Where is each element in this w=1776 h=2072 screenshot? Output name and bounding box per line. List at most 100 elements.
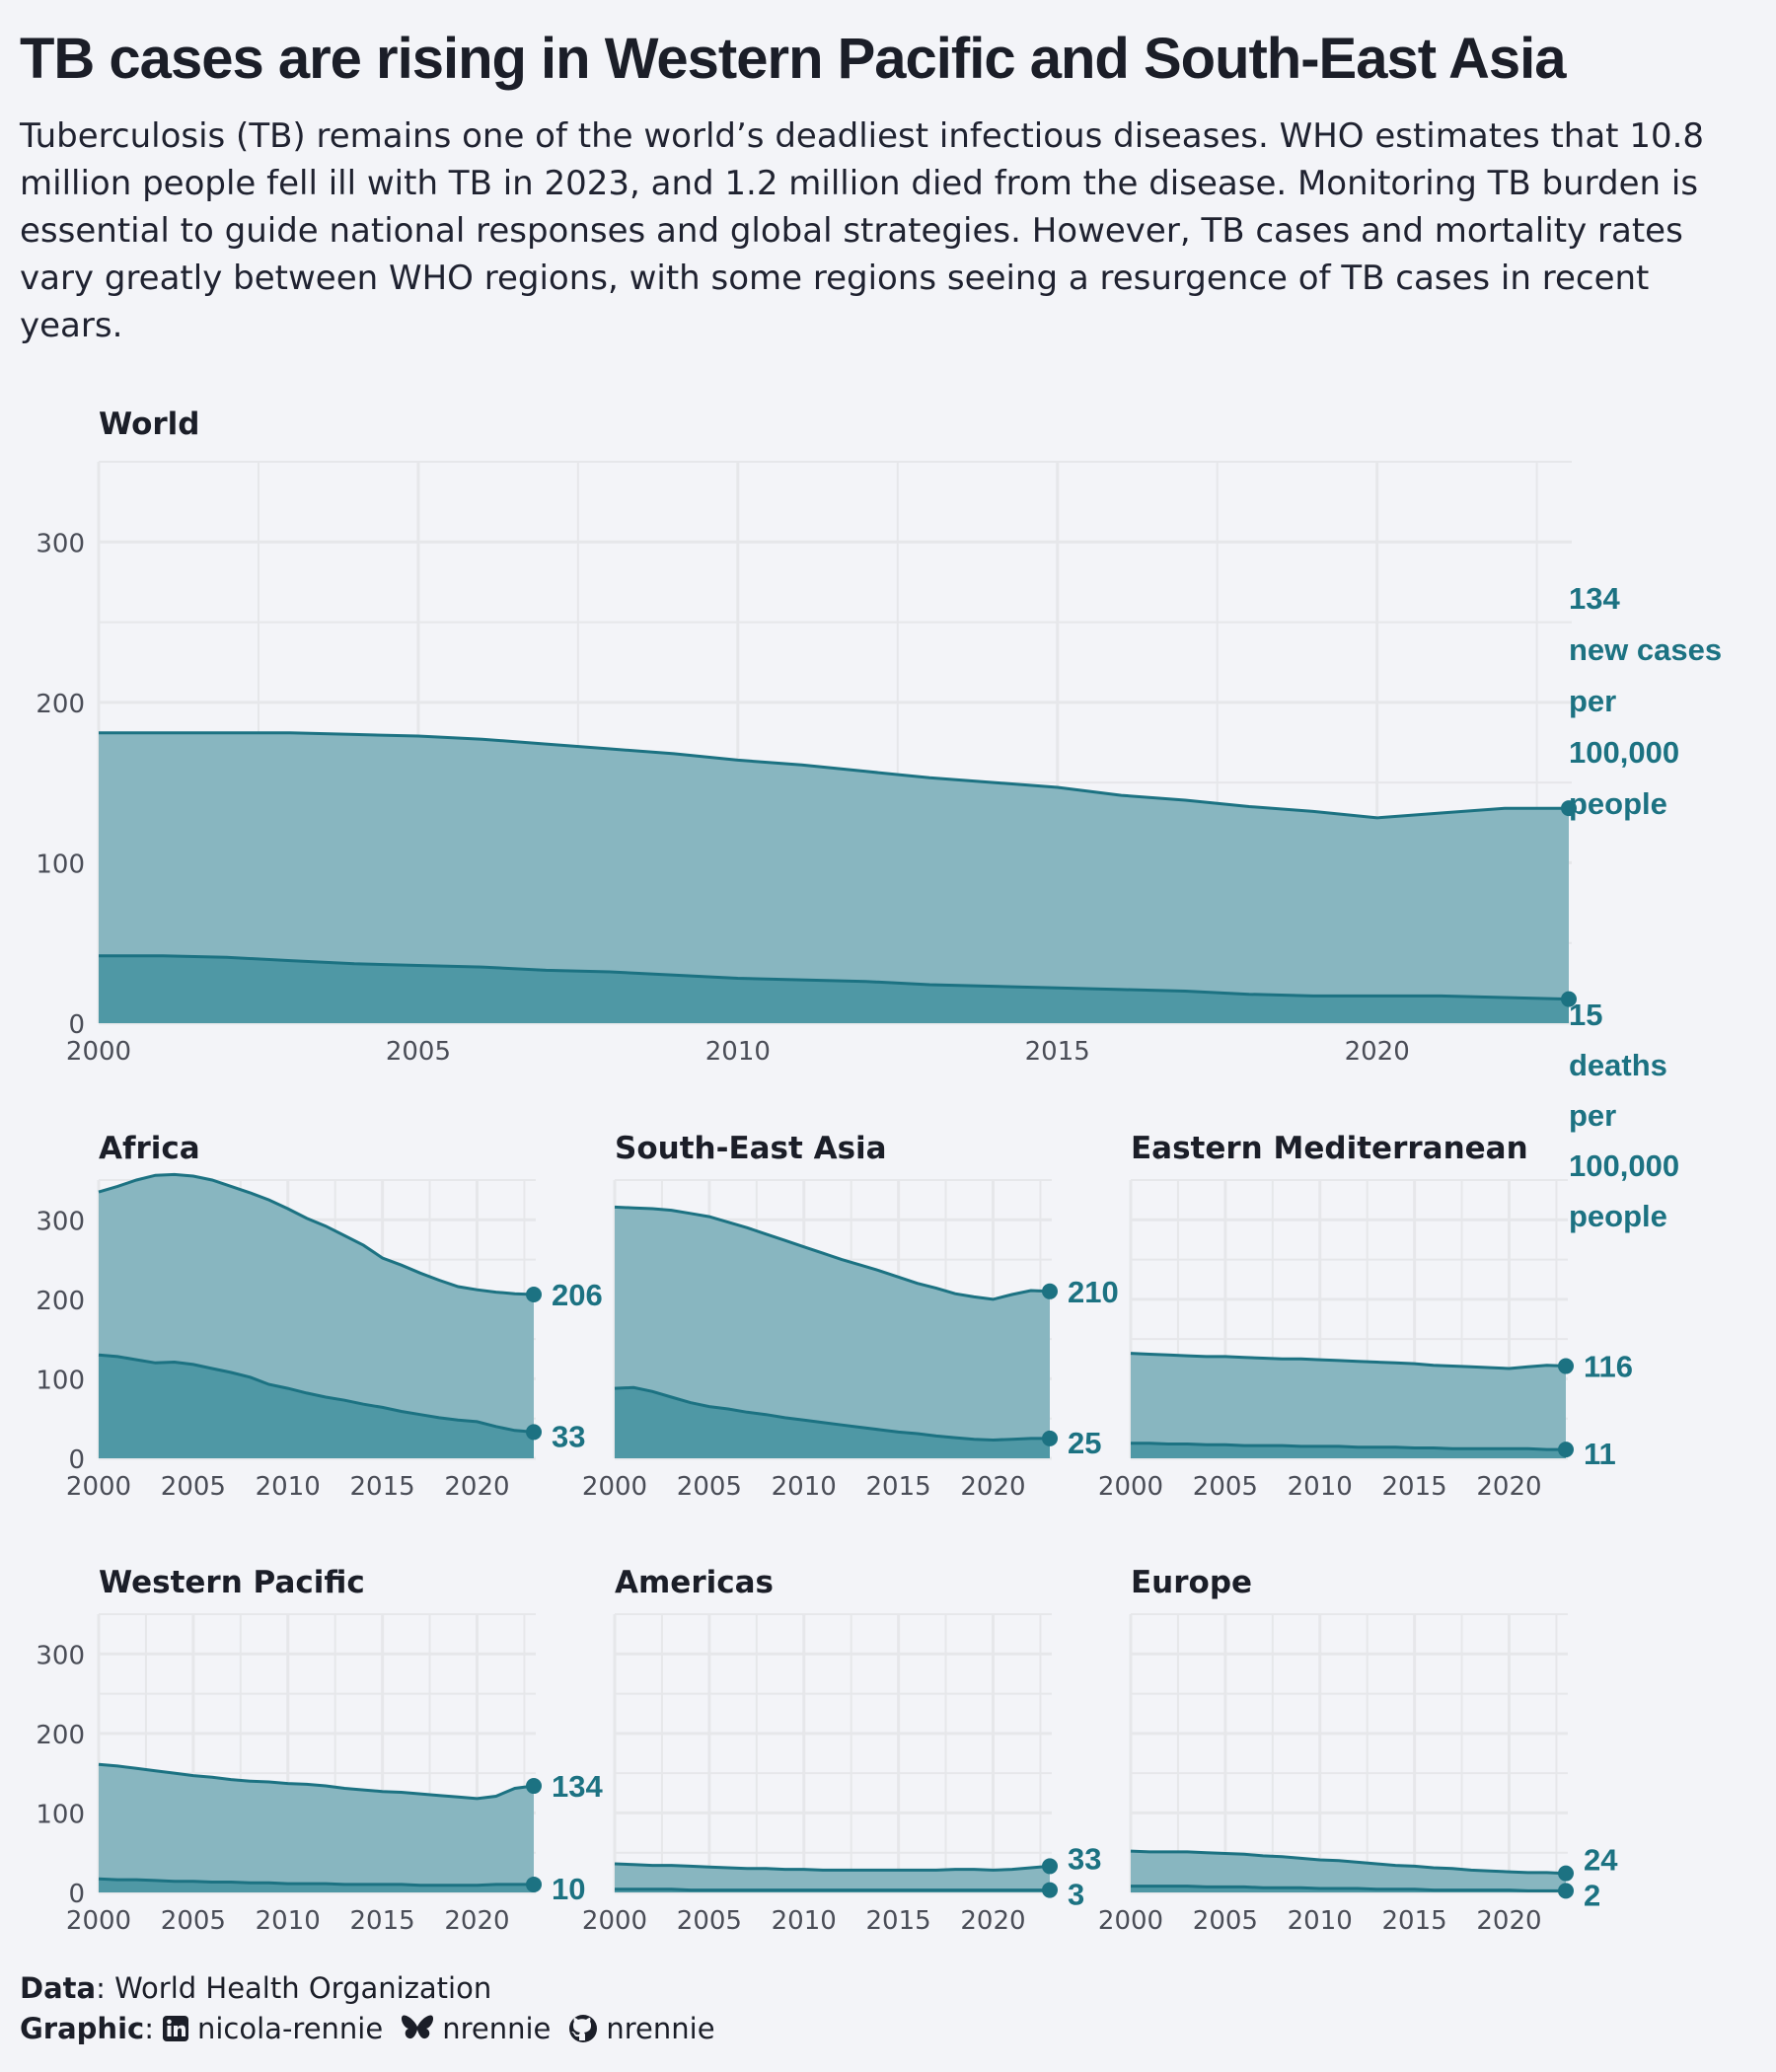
x-tick-label: 2000 bbox=[66, 1472, 131, 1502]
x-tick-label: 2020 bbox=[1476, 1906, 1541, 1936]
x-tick-label: 2015 bbox=[350, 1472, 415, 1502]
y-tick-label: 300 bbox=[36, 1641, 85, 1670]
deaths-area bbox=[99, 955, 1569, 1023]
cases-area bbox=[615, 1864, 1050, 1892]
linkedin-handle[interactable]: nicola-rennie bbox=[197, 2012, 384, 2045]
x-tick-label: 2015 bbox=[866, 1472, 931, 1502]
deaths-end-value: 2 bbox=[1584, 1878, 1600, 1912]
y-tick-label: 100 bbox=[36, 850, 85, 879]
x-tick-label: 2020 bbox=[960, 1472, 1025, 1502]
x-tick-label: 2010 bbox=[1288, 1906, 1353, 1936]
cases-end-point bbox=[1558, 1358, 1574, 1374]
deaths-end-value: 11 bbox=[1584, 1437, 1616, 1471]
x-tick-label: 2000 bbox=[582, 1906, 647, 1936]
linkedin-icon[interactable] bbox=[162, 2015, 189, 2042]
panel-title: Africa bbox=[99, 1131, 200, 1166]
panel-title: World bbox=[99, 407, 200, 442]
cases-end-label-line: new cases bbox=[1569, 632, 1722, 667]
x-tick-label: 2005 bbox=[161, 1906, 226, 1936]
deaths-end-point bbox=[1042, 1882, 1058, 1898]
deaths-end-value: 3 bbox=[1068, 1878, 1084, 1912]
github-icon[interactable] bbox=[568, 2014, 598, 2043]
y-tick-label: 200 bbox=[36, 1721, 85, 1750]
cases-end-value: 134 bbox=[552, 1769, 603, 1804]
deaths-end-point bbox=[526, 1424, 542, 1441]
y-tick-label: 100 bbox=[36, 1800, 85, 1829]
x-tick-label: 2000 bbox=[1098, 1472, 1163, 1502]
deaths-end-label-line: 100,000 bbox=[1569, 1148, 1679, 1183]
x-tick-label: 2015 bbox=[1025, 1037, 1090, 1067]
data-caption-value: : World Health Organization bbox=[96, 1971, 492, 2005]
deaths-end-value: 15 bbox=[1569, 998, 1602, 1032]
x-tick-label: 2020 bbox=[1345, 1037, 1410, 1067]
deaths-end-point bbox=[1561, 991, 1577, 1007]
deaths-line bbox=[1131, 1442, 1566, 1451]
x-tick-label: 2010 bbox=[256, 1906, 321, 1936]
cases-line bbox=[1130, 1352, 1567, 1370]
panel-western-pacific: Western Pacific 0 100 200 300 2000 2005 2010 201… bbox=[36, 1565, 603, 1936]
deaths-end-point bbox=[1558, 1883, 1574, 1899]
panel-title: South-East Asia bbox=[615, 1131, 887, 1166]
cases-end-label-line: per bbox=[1569, 684, 1616, 718]
panel-title: Western Pacific bbox=[99, 1565, 365, 1600]
bluesky-icon[interactable] bbox=[401, 2014, 434, 2043]
panel-south-east-asia: South-East Asia 2000 2005 2010 2015 2020 210 25 bbox=[582, 1131, 1119, 1502]
cases-line bbox=[98, 1762, 535, 1801]
y-tick-label: 300 bbox=[36, 529, 85, 558]
cases-end-value: 206 bbox=[552, 1278, 603, 1312]
x-tick-label: 2015 bbox=[1382, 1906, 1447, 1936]
cases-end-value: 24 bbox=[1584, 1842, 1618, 1877]
deaths-line bbox=[98, 1877, 534, 1887]
deaths-end-value: 10 bbox=[552, 1872, 585, 1906]
x-tick-label: 2000 bbox=[1098, 1906, 1163, 1936]
x-tick-label: 2005 bbox=[677, 1472, 742, 1502]
deaths-end-label-line: people bbox=[1569, 1199, 1667, 1233]
y-tick-label: 0 bbox=[68, 1010, 85, 1040]
cases-end-value: 134 bbox=[1569, 581, 1620, 616]
graphic-credit-caption: Graphic: nicola-rennie nrennie nrennie bbox=[20, 2012, 715, 2045]
x-tick-label: 2020 bbox=[444, 1906, 509, 1936]
cases-line bbox=[614, 1862, 1051, 1872]
data-source-caption: Data: World Health Organization bbox=[20, 1971, 491, 2005]
deaths-line bbox=[99, 954, 1570, 1001]
y-tick-label: 200 bbox=[36, 690, 85, 719]
x-tick-label: 2020 bbox=[960, 1906, 1025, 1936]
x-tick-label: 2005 bbox=[677, 1906, 742, 1936]
bluesky-handle[interactable]: nrennie bbox=[442, 2012, 552, 2045]
x-tick-label: 2005 bbox=[161, 1472, 226, 1502]
panel-africa: Africa 0 100 200 300 2000 2005 2010 2015 2020 206 3… bbox=[36, 1131, 602, 1502]
y-tick-label: 200 bbox=[36, 1287, 85, 1316]
chart-subtitle: Tuberculosis (TB) remains one of the wor… bbox=[20, 116, 1705, 345]
graphic-caption-colon: : bbox=[144, 2012, 154, 2045]
cases-line bbox=[99, 731, 1569, 820]
x-tick-label: 2020 bbox=[1476, 1472, 1541, 1502]
github-handle[interactable]: nrennie bbox=[606, 2012, 715, 2045]
panel-title: Europe bbox=[1131, 1565, 1252, 1600]
cases-line bbox=[1130, 1849, 1567, 1876]
y-tick-label: 100 bbox=[36, 1366, 85, 1395]
cases-end-point bbox=[1042, 1283, 1058, 1299]
x-tick-label: 2005 bbox=[1193, 1906, 1258, 1936]
cases-area bbox=[99, 732, 1569, 1023]
deaths-area bbox=[1131, 1443, 1566, 1458]
cases-end-point bbox=[526, 1778, 542, 1795]
cases-end-point bbox=[1558, 1865, 1574, 1882]
panel-title: Eastern Mediterranean bbox=[1131, 1131, 1528, 1166]
x-tick-label: 2015 bbox=[350, 1906, 415, 1936]
panel-title: Americas bbox=[615, 1565, 774, 1600]
deaths-area bbox=[615, 1387, 1050, 1458]
deaths-end-value: 25 bbox=[1068, 1426, 1101, 1460]
cases-end-value: 116 bbox=[1584, 1350, 1633, 1384]
deaths-end-label-line: per bbox=[1569, 1098, 1616, 1133]
cases-end-point bbox=[1042, 1858, 1058, 1875]
y-tick-label: 0 bbox=[68, 1880, 85, 1909]
x-tick-label: 2020 bbox=[444, 1472, 509, 1502]
cases-end-label-line: 100,000 bbox=[1569, 735, 1679, 770]
cases-line bbox=[614, 1205, 1051, 1301]
y-tick-label: 300 bbox=[36, 1207, 85, 1236]
x-tick-label: 2000 bbox=[582, 1472, 647, 1502]
x-tick-label: 2010 bbox=[705, 1037, 771, 1067]
x-tick-label: 2010 bbox=[256, 1472, 321, 1502]
deaths-end-point bbox=[1042, 1430, 1058, 1446]
cases-area bbox=[615, 1207, 1050, 1458]
